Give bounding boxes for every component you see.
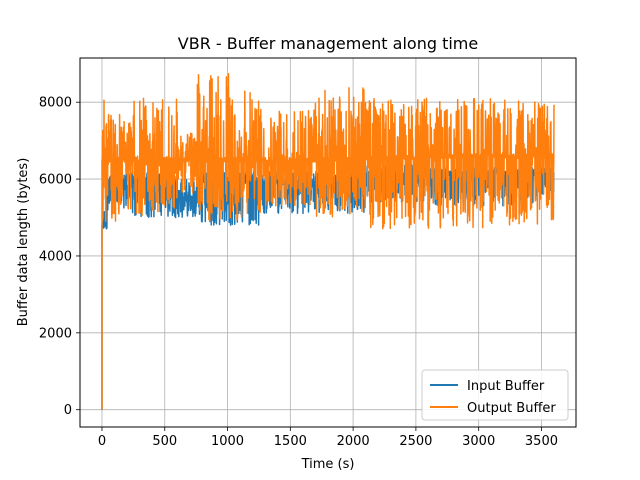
legend-label-input: Input Buffer <box>467 379 545 394</box>
x-tick-label: 3500 <box>525 434 558 449</box>
y-tick-label: 0 <box>64 403 72 418</box>
legend-box <box>421 369 569 421</box>
y-tick-label: 8000 <box>39 96 72 111</box>
chart-title: VBR - Buffer management along time <box>178 34 478 53</box>
x-axis-ticks: 0 500 1000 1500 2000 2500 3000 3500 <box>98 427 558 449</box>
y-tick-label: 2000 <box>39 326 72 341</box>
legend: Input Buffer Output Buffer <box>421 369 569 421</box>
x-tick-label: 2500 <box>399 434 432 449</box>
y-tick-label: 6000 <box>39 173 72 188</box>
x-tick-label: 0 <box>98 434 106 449</box>
y-tick-label: 4000 <box>39 249 72 264</box>
x-tick-label: 3000 <box>462 434 495 449</box>
x-axis-label: Time (s) <box>301 457 355 472</box>
series-line-output <box>101 73 555 410</box>
legend-label-output: Output Buffer <box>467 401 556 416</box>
series-layer <box>101 73 555 410</box>
plot-frame <box>79 57 577 428</box>
x-tick-label: 1000 <box>211 434 244 449</box>
x-tick-label: 500 <box>152 434 177 449</box>
y-axis-ticks: 0 2000 4000 6000 8000 <box>39 96 80 418</box>
y-axis-label: Buffer data length (bytes) <box>16 158 31 327</box>
x-tick-label: 1500 <box>274 434 307 449</box>
x-tick-label: 2000 <box>337 434 370 449</box>
